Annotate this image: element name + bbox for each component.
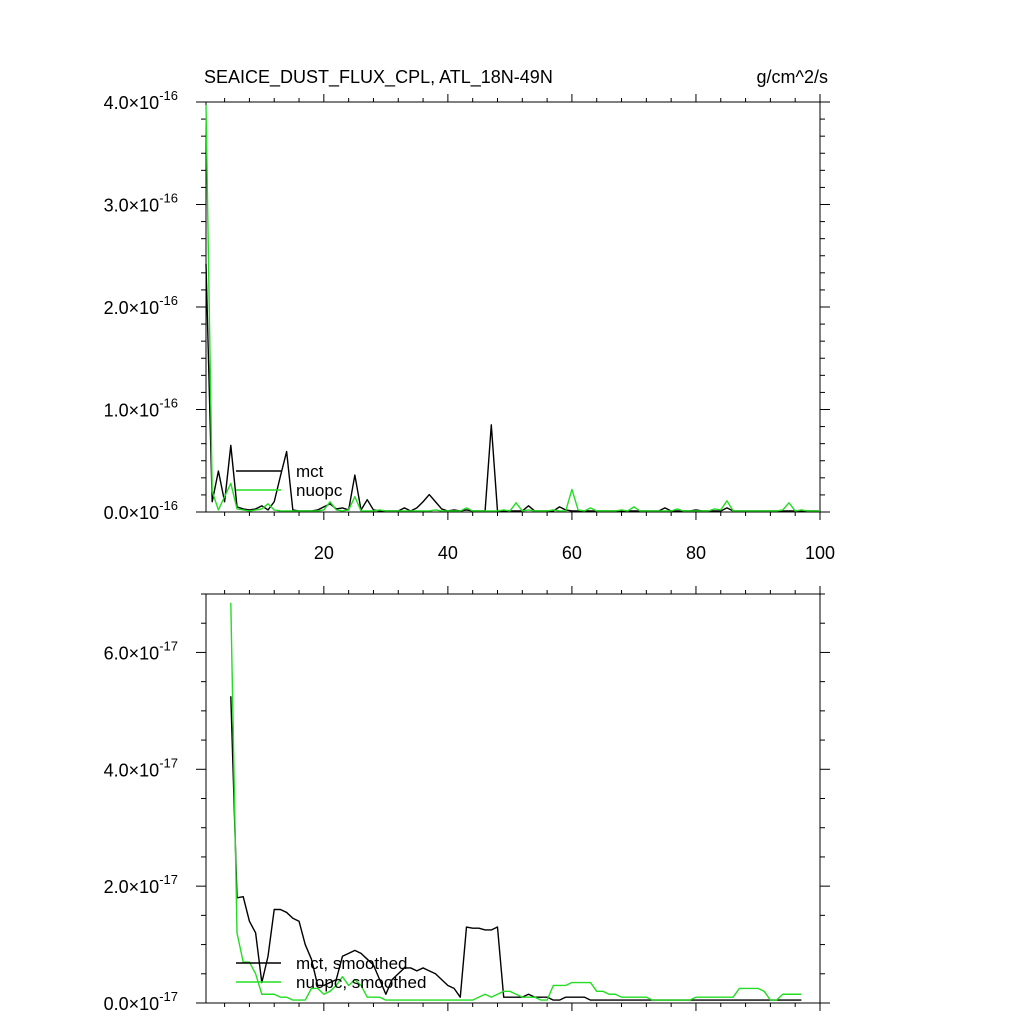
y-tick-label: 2.0×10-17 — [104, 872, 178, 897]
series-line-nuopc — [205, 105, 820, 512]
x-tick-label: 100 — [805, 543, 835, 563]
x-tick-label: 80 — [686, 543, 706, 563]
chart-title: SEAICE_DUST_FLUX_CPL, ATL_18N-49N — [204, 67, 553, 88]
y-tick-label: 0.0×10-16 — [104, 498, 178, 523]
legend-label: nuopc — [296, 481, 343, 500]
y-tick-label: 6.0×10-17 — [104, 638, 178, 663]
series-line-nuopc-smoothed — [230, 602, 802, 1001]
panel-top: 20 40 60 80 100 0.0×10-16 1.0×10-16 2.0×10-16 3.… — [104, 88, 835, 563]
y-tick-label: 0.0×10-17 — [104, 989, 178, 1014]
y-tick-label: 4.0×10-17 — [104, 755, 178, 780]
panel-bottom: 0.0×10-17 2.0×10-17 4.0×10-17 6.0×10-17 mct,… — [104, 586, 830, 1014]
legend-label: mct, smoothed — [296, 954, 408, 973]
x-tick-label: 20 — [314, 543, 334, 563]
y-tick-label: 3.0×10-16 — [104, 191, 178, 216]
y-tick-label: 4.0×10-16 — [104, 88, 178, 113]
y-tick-label: 1.0×10-16 — [104, 396, 178, 421]
legend-label: mct — [296, 462, 324, 481]
legend-label: nuopc, smoothed — [296, 973, 426, 992]
y-tick-label: 2.0×10-16 — [104, 293, 178, 318]
x-tick-label: 40 — [438, 543, 458, 563]
series-line-mct-smoothed — [230, 696, 802, 1001]
units-label: g/cm^2/s — [757, 67, 828, 87]
x-tick-label: 60 — [562, 543, 582, 563]
